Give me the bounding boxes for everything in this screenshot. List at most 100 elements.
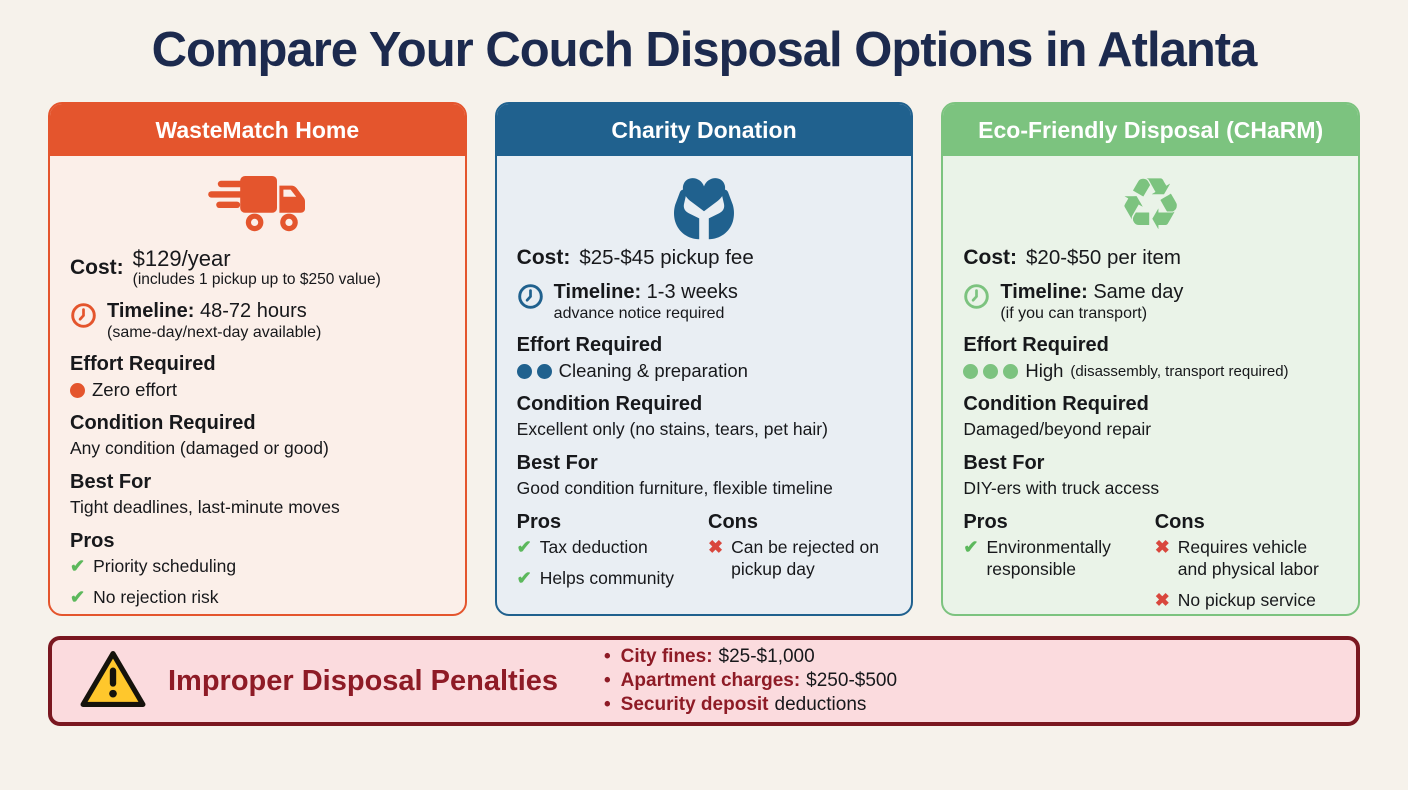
timeline-value: 1-3 weeks (646, 281, 738, 303)
heart-hands-icon (517, 166, 892, 242)
bestfor-section: Best For Good condition furniture, flexi… (517, 452, 892, 500)
condition-text: Any condition (damaged or good) (70, 438, 329, 459)
cost-row: Cost: $20-$50 per item (963, 246, 1338, 270)
pros-item: ✔ Tax deduction (516, 536, 648, 557)
clock-icon (70, 302, 97, 342)
cost-value: $129/year (132, 246, 231, 271)
timeline-value: Same day (1093, 281, 1184, 303)
x-icon: ✖ (1154, 589, 1170, 610)
card-header: Charity Donation (496, 104, 912, 156)
condition-text: Excellent only (no stains, tears, pet ha… (516, 419, 828, 440)
timeline-note: (if you can transport) (1000, 305, 1148, 322)
card-title: Eco-Friendly Disposal (CHaRM) (978, 117, 1324, 143)
card-title: WasteMatch Home (155, 117, 360, 143)
truck-icon (70, 166, 445, 242)
timeline-label: Timeline: (1000, 281, 1088, 303)
page-title: Compare Your Couch Disposal Options in A… (151, 23, 1258, 77)
pros-item: ✔ No rejection risk (70, 586, 219, 607)
effort-label: Effort Required (70, 353, 216, 376)
clock-icon (963, 283, 990, 323)
pros-label: Pros (963, 510, 1008, 533)
cons-item: ✖ Can be rejected on pickup day (708, 536, 879, 579)
timeline-note: advance notice required (553, 305, 725, 322)
effort-label: Effort Required (516, 334, 663, 357)
bullet-icon: • (604, 694, 611, 715)
card-header: Eco-Friendly Disposal (CHaRM) (943, 104, 1359, 156)
cons-label: Cons (708, 510, 759, 533)
pros-label: Pros (70, 530, 115, 553)
recycle-icon: ♻ (1118, 162, 1183, 246)
cost-label: Cost: (516, 246, 571, 269)
clock-icon (517, 283, 544, 323)
penalties-banner: Improper Disposal Penalties • City fines… (48, 636, 1360, 726)
condition-label: Condition Required (70, 412, 256, 435)
check-icon: ✔ (516, 567, 532, 588)
condition-label: Condition Required (516, 393, 703, 416)
bestfor-text: Good condition furniture, flexible timel… (516, 478, 833, 499)
bestfor-label: Best For (516, 452, 598, 475)
bestfor-section: Best For DIY-ers with truck access (963, 452, 1338, 500)
penalty-item: • City fines: $25-$1,000 (604, 646, 815, 667)
cost-value: $25-$45 pickup fee (579, 246, 754, 270)
cost-label: Cost: (70, 255, 124, 279)
condition-section: Condition Required Excellent only (no st… (517, 393, 892, 441)
timeline-value: 48-72 hours (200, 300, 307, 323)
cost-label: Cost: (963, 246, 1018, 269)
effort-text: High (1025, 360, 1064, 382)
timeline-note: (same-day/next-day available) (107, 324, 322, 342)
card-body: Cost: $25-$45 pickup fee Timeline: 1-3 w… (497, 156, 912, 614)
x-icon: ✖ (1154, 536, 1170, 557)
pros-section: Pros ✔ Priority scheduling ✔ No rejection … (70, 530, 445, 609)
cost-note: (includes 1 pickup up to $250 value) (132, 271, 381, 289)
check-icon: ✔ (70, 556, 86, 577)
effort-dots (70, 382, 85, 398)
pros-section: Pros ✔ Tax deduction ✔ Helps community (517, 511, 700, 599)
effort-section: Effort Required Cleaning & preparation (516, 334, 892, 382)
pros-item: ✔ Priority scheduling (70, 556, 237, 577)
timeline-label: Timeline: (553, 281, 642, 303)
bestfor-section: Best For Tight deadlines, last-minute mo… (70, 471, 445, 519)
card-title: Charity Donation (611, 117, 797, 143)
card-eco-friendly-disposal: Eco-Friendly Disposal (CHaRM) ♻ Cost: $2… (941, 102, 1361, 616)
condition-section: Condition Required Damaged/beyond repair (963, 393, 1338, 441)
effort-dots (963, 363, 1019, 379)
card-body: ♻ Cost: $20-$50 per item Timeline: Same … (943, 156, 1358, 614)
timeline-row: Timeline: 48-72 hours (same-day/next-day… (70, 299, 445, 342)
card-wastematch-home: WasteMatch Home (48, 102, 467, 616)
pros-cons-row: Pros ✔ Environmentally responsible Cons ✖… (963, 510, 1338, 614)
pros-cons-row: Pros ✔ Tax deduction ✔ Helps community Con… (517, 511, 892, 599)
bestfor-label: Best For (963, 452, 1045, 475)
penalty-item: • Security deposit deductions (604, 694, 867, 715)
cons-item: ✖ No pickup service (1154, 589, 1316, 610)
banner-title: Improper Disposal Penalties (168, 664, 559, 697)
cost-row: Cost: $129/year (includes 1 pickup up to… (70, 246, 445, 289)
pros-section: Pros ✔ Environmentally responsible (963, 510, 1146, 614)
card-body: Cost: $129/year (includes 1 pickup up to… (50, 156, 465, 614)
effort-label: Effort Required (963, 334, 1109, 357)
timeline-label: Timeline: (107, 300, 195, 323)
cost-row: Cost: $25-$45 pickup fee (517, 246, 892, 270)
check-icon: ✔ (963, 536, 979, 557)
check-icon: ✔ (70, 586, 86, 607)
pros-label: Pros (516, 510, 562, 533)
condition-label: Condition Required (963, 393, 1149, 416)
bullet-icon: • (604, 646, 611, 667)
bestfor-text: DIY-ers with truck access (963, 478, 1160, 499)
effort-section: Effort Required High (disassembly, trans… (963, 334, 1338, 382)
effort-section: Effort Required Zero effort (70, 353, 445, 401)
effort-note: (disassembly, transport required) (1070, 362, 1289, 380)
cost-value: $20-$50 per item (1026, 246, 1181, 270)
penalties-list: • City fines: $25-$1,000 • Apartment cha… (604, 646, 897, 716)
check-icon: ✔ (516, 536, 532, 557)
cons-section: Cons ✖ Can be rejected on pickup day (708, 511, 891, 599)
condition-text: Damaged/beyond repair (963, 419, 1152, 440)
card-header: WasteMatch Home (50, 104, 465, 156)
pros-item: ✔ Helps community (516, 567, 674, 588)
card-charity-donation: Charity Donation Cost: $25-$45 pickup fe… (494, 102, 914, 616)
effort-text: Zero effort (92, 379, 178, 401)
x-icon: ✖ (708, 536, 724, 557)
effort-dots (516, 363, 552, 379)
cons-label: Cons (1154, 510, 1205, 533)
effort-text: Cleaning & preparation (558, 360, 748, 382)
pros-item: ✔ Environmentally responsible (963, 536, 1111, 579)
